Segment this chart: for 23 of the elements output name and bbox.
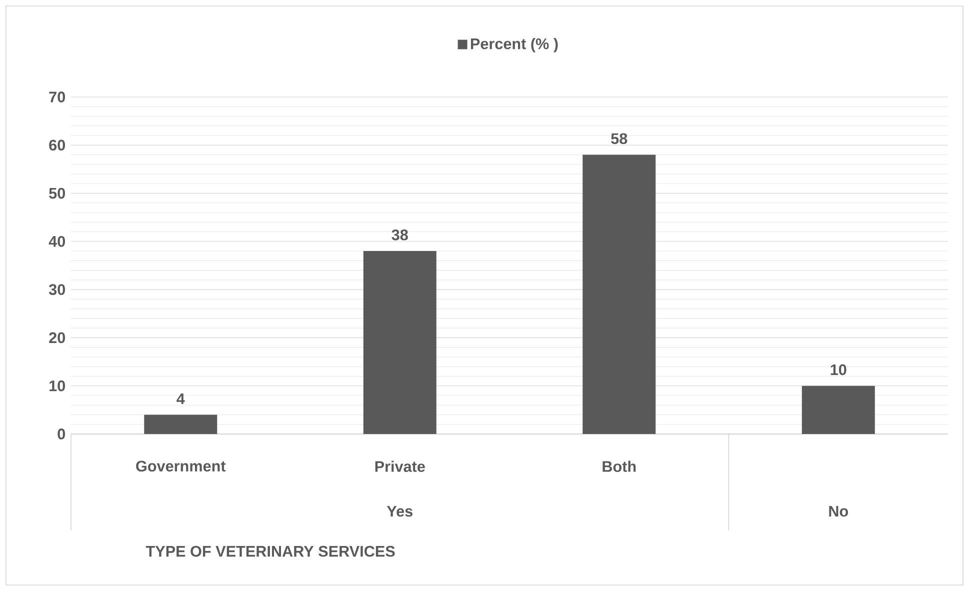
- x-tick-label: Private: [375, 460, 425, 472]
- y-tick-label: 10: [50, 380, 66, 392]
- y-tick-label: 60: [49, 140, 66, 151]
- bar: [582, 154, 656, 434]
- y-tick-label: 50: [49, 188, 66, 199]
- bar: [802, 386, 875, 434]
- data-label: 58: [611, 133, 628, 144]
- x-axis-title: TYPE OF VETERINARY SERVICES: [146, 546, 395, 557]
- bar: [144, 414, 218, 434]
- text: No: [829, 506, 848, 517]
- y-tick-label: 0: [58, 428, 66, 440]
- bar: [363, 251, 436, 434]
- text: Yes: [386, 506, 412, 517]
- x-tick-label: Government: [136, 460, 226, 472]
- y-tick-label: 40: [48, 236, 66, 247]
- y-tick-label: 70: [49, 92, 66, 102]
- data-label: 10: [830, 364, 846, 376]
- data-label: 4: [176, 393, 185, 404]
- x-tick-label: Both: [602, 460, 636, 472]
- y-tick-label: 20: [49, 332, 66, 344]
- legend-label: Percent (% ): [470, 38, 558, 52]
- data-label: 38: [392, 229, 408, 240]
- y-tick-label: 30: [48, 284, 66, 295]
